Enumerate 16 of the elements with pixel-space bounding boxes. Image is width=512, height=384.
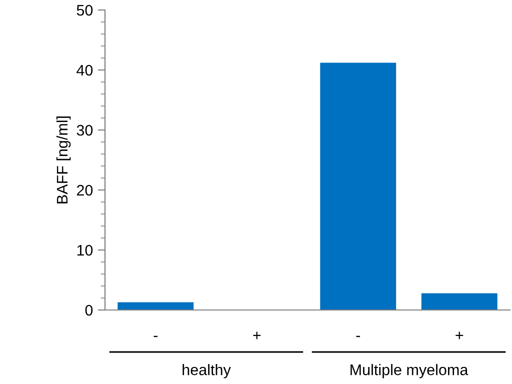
y-tick-label: 20 (76, 184, 93, 196)
bar (320, 62, 396, 310)
y-tick-label: 50 (76, 4, 93, 16)
bar (421, 293, 498, 310)
y-tick-label: 40 (76, 64, 93, 76)
y-axis-title: BAFF [ng/ml] (56, 116, 71, 204)
y-tick-label: 10 (77, 244, 93, 256)
y-tick-label: 0 (85, 304, 93, 316)
x-tick-label: - (356, 336, 360, 338)
text: Multiple myeloma (350, 364, 468, 378)
bar (118, 302, 194, 310)
text: healthy (182, 364, 231, 378)
y-tick-label: 30 (76, 124, 93, 136)
x-tick-label: + (456, 332, 464, 340)
x-tick-label: + (253, 332, 261, 340)
x-tick-label: - (154, 336, 158, 338)
